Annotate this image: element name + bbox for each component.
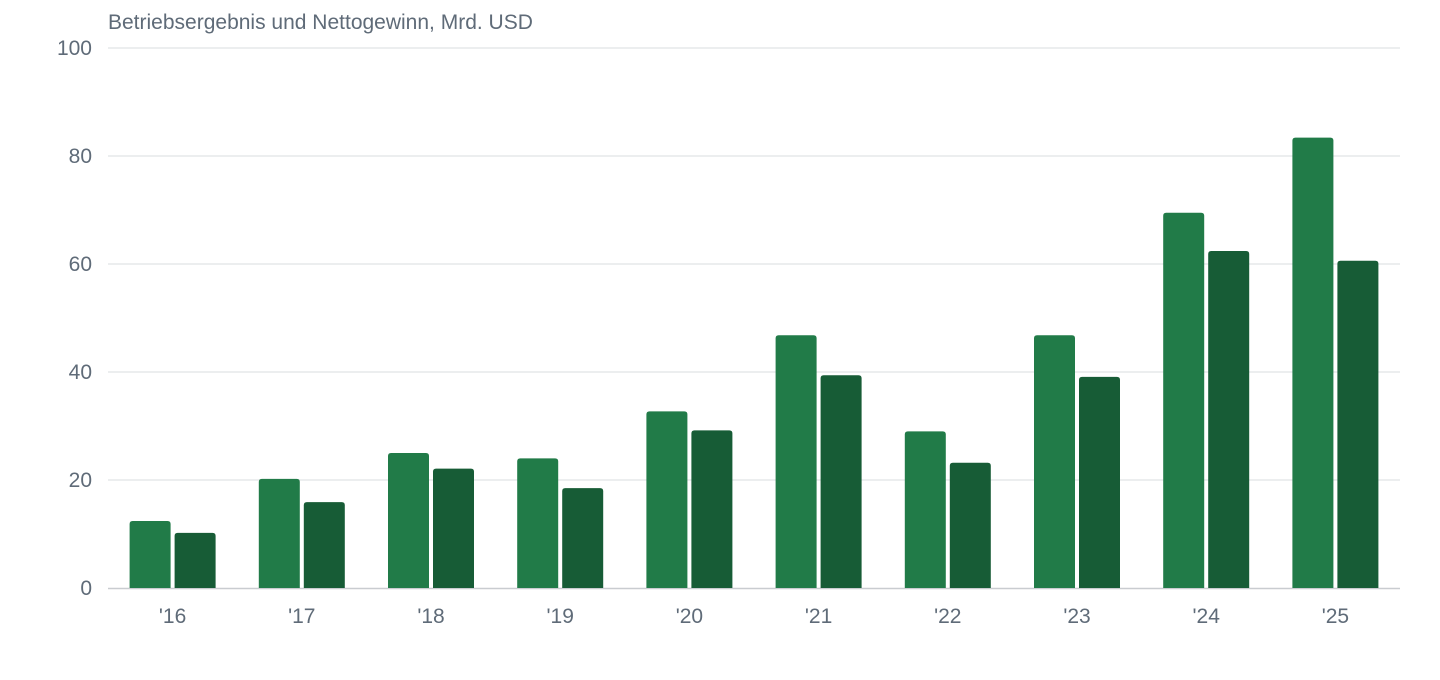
bar-series1-8 xyxy=(1163,212,1205,588)
bar-series1-9 xyxy=(1292,137,1334,588)
y-tick-label: 40 xyxy=(69,361,92,384)
bars xyxy=(129,137,1379,589)
bar-series2-5 xyxy=(820,375,862,588)
y-tick-label: 20 xyxy=(69,469,92,492)
bar-series1-2 xyxy=(388,453,429,588)
bar-series2-7 xyxy=(1079,376,1120,588)
x-tick-label: '25 xyxy=(1322,605,1349,628)
gridlines xyxy=(108,47,1400,590)
bar-series2-3 xyxy=(562,488,604,588)
y-axis-ticks: 0 20 40 60 80 100 xyxy=(57,37,92,600)
x-axis-ticks: '16 '17 '18 '19 '20 '21 '22 '23 '24 '25 xyxy=(159,605,1349,628)
bar-series2-0 xyxy=(174,532,216,588)
x-tick-label: '21 xyxy=(805,605,832,628)
y-tick-label: 0 xyxy=(80,577,92,600)
x-tick-label: '24 xyxy=(1193,605,1221,628)
bar-series1-0 xyxy=(129,521,171,588)
bar-series2-1 xyxy=(303,502,345,588)
bar-series2-2 xyxy=(433,468,474,588)
y-tick-label: 100 xyxy=(57,37,92,60)
x-tick-label: '20 xyxy=(676,605,703,628)
y-tick-label: 80 xyxy=(69,145,92,168)
bar-series1-3 xyxy=(517,458,559,588)
bar-series1-4 xyxy=(646,411,688,588)
x-tick-label: '23 xyxy=(1063,605,1090,628)
bar-series2-8 xyxy=(1208,251,1250,589)
bar-series1-6 xyxy=(904,431,946,588)
y-tick-label: 60 xyxy=(69,253,92,276)
x-tick-label: '19 xyxy=(547,605,574,628)
chart-title: Betriebsergebnis und Nettogewinn, Mrd. U… xyxy=(108,11,533,34)
bar-series1-7 xyxy=(1034,335,1075,588)
bar-series2-6 xyxy=(949,462,991,588)
x-tick-label: '18 xyxy=(417,605,444,628)
x-tick-label: '16 xyxy=(159,605,186,628)
bar-series2-4 xyxy=(691,430,733,588)
bar-series1-1 xyxy=(258,478,300,588)
x-tick-label: '22 xyxy=(934,605,961,628)
bar-series1-5 xyxy=(775,335,817,588)
x-tick-label: '17 xyxy=(288,605,315,628)
bar-series2-9 xyxy=(1337,260,1379,588)
